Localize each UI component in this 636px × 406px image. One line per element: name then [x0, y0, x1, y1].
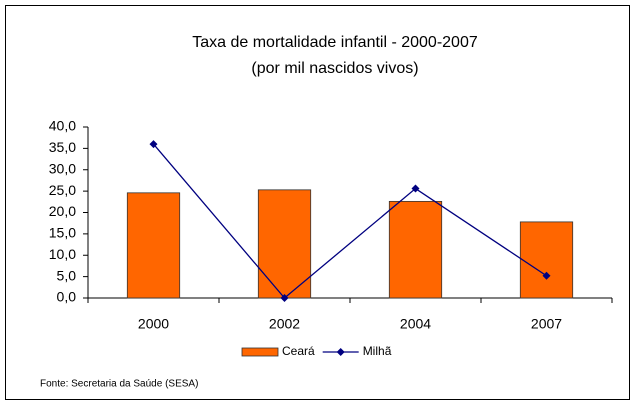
chart-subtitle: (por mil nascidos vivos) [251, 60, 418, 77]
bar [126, 192, 181, 299]
x-tick-label: 2002 [269, 316, 300, 332]
x-tick-label: 2007 [531, 316, 562, 332]
y-tick-label: 15,0 [49, 225, 76, 241]
bar [388, 200, 443, 299]
legend-swatch [336, 348, 345, 356]
y-tick-label: 35,0 [49, 139, 76, 155]
y-tick-label: 30,0 [49, 160, 76, 176]
line-marker [411, 184, 420, 193]
legend-label: Milhã [363, 344, 392, 358]
line-marker [149, 140, 158, 149]
line-marker [280, 294, 289, 302]
chart-title: Taxa de mortalidade infantil - 2000-2007 [192, 34, 478, 51]
x-tick-label: 2000 [138, 316, 169, 332]
bar [257, 189, 312, 299]
y-tick-label: 25,0 [49, 182, 76, 198]
line-marker [542, 271, 551, 280]
chart-frame [5, 5, 630, 400]
x-tick-label: 2004 [400, 316, 431, 332]
legend-swatch [241, 347, 279, 357]
y-tick-label: 20,0 [49, 203, 76, 219]
y-tick-label: 40,0 [49, 118, 76, 134]
y-tick-label: 10,0 [49, 246, 76, 262]
y-tick-label: 5,0 [57, 267, 77, 283]
bar [519, 221, 574, 299]
legend-label: Ceará [282, 344, 315, 358]
y-tick-label: 0,0 [57, 289, 77, 305]
source-note: Fonte: Secretaria da Saúde (SESA) [40, 379, 198, 390]
line [153, 143, 547, 299]
